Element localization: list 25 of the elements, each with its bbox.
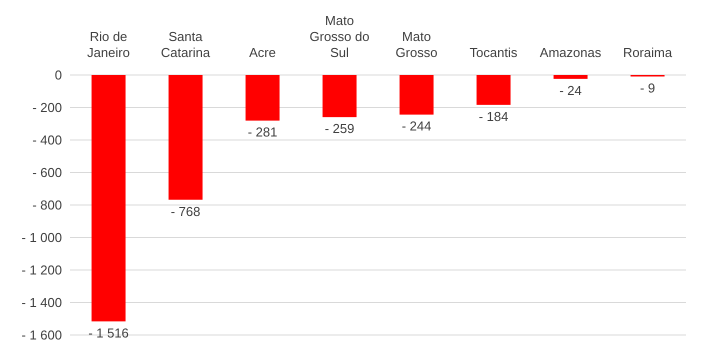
y-tick-label: - 800	[32, 198, 62, 213]
x-tick-label: Roraima	[622, 45, 673, 60]
data-label: - 768	[170, 204, 200, 219]
y-tick-label: - 1 000	[22, 230, 62, 246]
data-label: - 259	[324, 121, 354, 136]
y-tick-label: - 400	[32, 132, 62, 148]
y-tick-label: - 200	[32, 100, 62, 116]
data-label: - 281	[248, 124, 278, 140]
x-tick-label: Amazonas	[540, 45, 602, 60]
y-tick-label: - 1 400	[22, 295, 62, 310]
data-label: - 244	[402, 118, 432, 134]
x-tick-label: Mato Grosso	[396, 29, 438, 60]
x-tick-label: Rio de Janeiro	[87, 29, 130, 60]
data-label: - 24	[559, 82, 582, 98]
data-label: - 9	[640, 80, 656, 96]
x-tick-label: Acre	[249, 45, 276, 60]
y-tick-label: 0	[54, 68, 62, 83]
x-tick-label: Mato Grosso do Sul	[310, 13, 370, 60]
data-label: - 184	[478, 108, 508, 124]
y-tick-label: - 600	[32, 165, 62, 180]
data-label: - 1 516	[88, 325, 129, 340]
y-tick-label: - 1 600	[22, 328, 62, 343]
y-tick-label: - 1 200	[22, 262, 62, 278]
x-tick-label: Santa Catarina	[160, 29, 211, 60]
x-tick-label: Tocantis	[470, 45, 518, 60]
